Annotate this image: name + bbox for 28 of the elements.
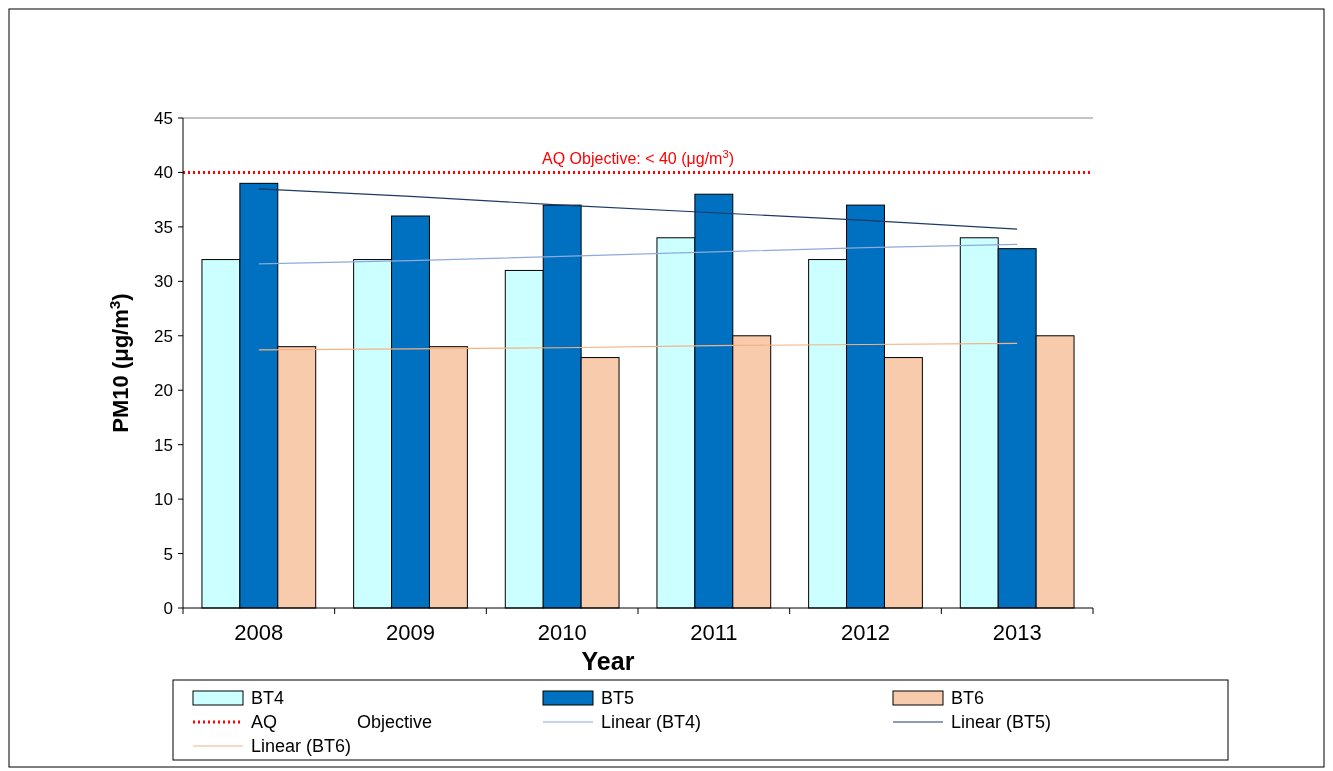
legend-label: BT4 [251, 688, 285, 709]
x-tick-label: 2008 [234, 620, 284, 645]
y-tick-label: 10 [154, 490, 173, 510]
x-tick-label: 2013 [992, 620, 1042, 645]
y-tick-label: 40 [154, 163, 173, 183]
x-tick-label: 2011 [690, 620, 738, 645]
y-tick-label: 35 [154, 217, 173, 237]
x-tick-label: 2009 [386, 620, 435, 645]
y-tick-label: 25 [154, 326, 173, 346]
legend-label: Linear (BT4) [601, 712, 702, 733]
x-axis-title: Year [581, 647, 635, 675]
legend-label: BT6 [951, 688, 985, 709]
x-tick-label: 2010 [537, 620, 587, 645]
legend-label: Linear (BT6) [251, 736, 352, 757]
y-tick-label: 5 [163, 544, 173, 564]
y-tick-label: 0 [163, 598, 173, 618]
line-series [258, 342, 1018, 351]
y-tick-label: 30 [154, 272, 173, 292]
line-series [258, 188, 1018, 230]
y-tick-label: 15 [154, 435, 173, 455]
y-tick-label: 45 [154, 108, 173, 128]
legend-label: BT5 [601, 688, 635, 709]
annotation: AQ Objective: < 40 (μg/m$^{3}$) [542, 148, 734, 168]
legend-label: Linear (BT5) [951, 712, 1052, 733]
x-tick-label: 2012 [841, 620, 890, 645]
legend-label: AQ Objective [251, 712, 433, 733]
y-tick-label: 20 [154, 381, 173, 401]
line-series [258, 243, 1018, 265]
